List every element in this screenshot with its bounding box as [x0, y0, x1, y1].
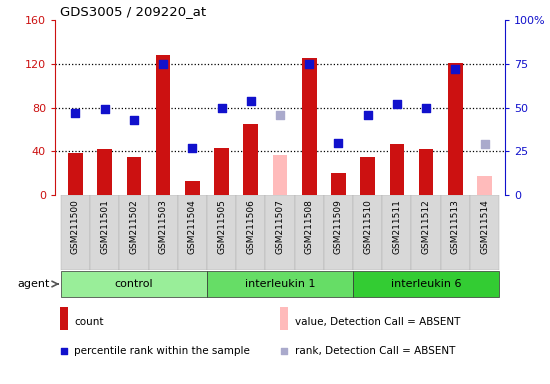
Bar	[185, 181, 200, 195]
Bar	[448, 63, 463, 195]
Point	[334, 139, 343, 146]
Bar	[295, 195, 324, 270]
Text: GSM211506: GSM211506	[246, 199, 255, 253]
Text: interleukin 1: interleukin 1	[245, 279, 315, 289]
Text: count: count	[74, 317, 104, 327]
Bar	[419, 149, 433, 195]
Point	[276, 111, 284, 118]
Bar	[119, 195, 148, 270]
Text: GSM211510: GSM211510	[363, 199, 372, 253]
Bar	[207, 271, 353, 298]
Bar	[324, 195, 353, 270]
Bar	[126, 157, 141, 195]
Text: value, Detection Call = ABSENT: value, Detection Call = ABSENT	[295, 317, 460, 327]
Point	[422, 104, 431, 111]
Bar	[441, 195, 470, 270]
Point	[100, 106, 109, 113]
Point	[217, 104, 226, 111]
Point	[279, 348, 288, 354]
Point	[246, 98, 255, 104]
Text: GSM211505: GSM211505	[217, 199, 226, 253]
Bar	[280, 306, 288, 330]
Text: GSM211504: GSM211504	[188, 199, 197, 253]
Bar	[477, 176, 492, 195]
Bar	[97, 149, 112, 195]
Bar	[331, 173, 346, 195]
Bar	[360, 157, 375, 195]
Bar	[178, 195, 207, 270]
Point	[363, 111, 372, 118]
Bar	[273, 154, 287, 195]
Text: GSM211502: GSM211502	[129, 199, 139, 253]
Bar	[90, 195, 119, 270]
Bar	[61, 271, 207, 298]
Bar	[236, 195, 266, 270]
Text: GSM211514: GSM211514	[480, 199, 489, 253]
Text: GSM211508: GSM211508	[305, 199, 314, 253]
Bar	[68, 154, 82, 195]
Bar	[389, 144, 404, 195]
Bar	[353, 195, 382, 270]
Point	[129, 117, 138, 123]
Text: GSM211511: GSM211511	[392, 199, 402, 253]
Text: GSM211509: GSM211509	[334, 199, 343, 253]
Bar	[148, 195, 178, 270]
Bar	[59, 306, 68, 330]
Text: GSM211507: GSM211507	[276, 199, 284, 253]
Text: GSM211500: GSM211500	[71, 199, 80, 253]
Point	[159, 61, 168, 67]
Text: agent: agent	[17, 279, 50, 289]
Bar	[156, 55, 170, 195]
Bar	[470, 195, 499, 270]
Text: interleukin 6: interleukin 6	[391, 279, 461, 289]
Bar	[244, 124, 258, 195]
Point	[393, 101, 402, 107]
Text: GSM211501: GSM211501	[100, 199, 109, 253]
Text: GSM211512: GSM211512	[422, 199, 431, 253]
Point	[451, 66, 460, 72]
Point	[59, 348, 68, 354]
Bar	[214, 148, 229, 195]
Bar	[266, 195, 295, 270]
Bar	[382, 195, 411, 270]
Text: GDS3005 / 209220_at: GDS3005 / 209220_at	[60, 5, 207, 18]
Text: rank, Detection Call = ABSENT: rank, Detection Call = ABSENT	[295, 346, 455, 356]
Point	[188, 145, 197, 151]
Text: percentile rank within the sample: percentile rank within the sample	[74, 346, 250, 356]
Text: control: control	[114, 279, 153, 289]
Bar	[207, 195, 236, 270]
Point	[480, 141, 489, 147]
Bar	[353, 271, 499, 298]
Text: GSM211513: GSM211513	[451, 199, 460, 253]
Bar	[411, 195, 441, 270]
Point	[71, 110, 80, 116]
Point	[305, 61, 314, 67]
Bar	[61, 195, 90, 270]
Bar	[302, 58, 317, 195]
Text: GSM211503: GSM211503	[158, 199, 168, 253]
